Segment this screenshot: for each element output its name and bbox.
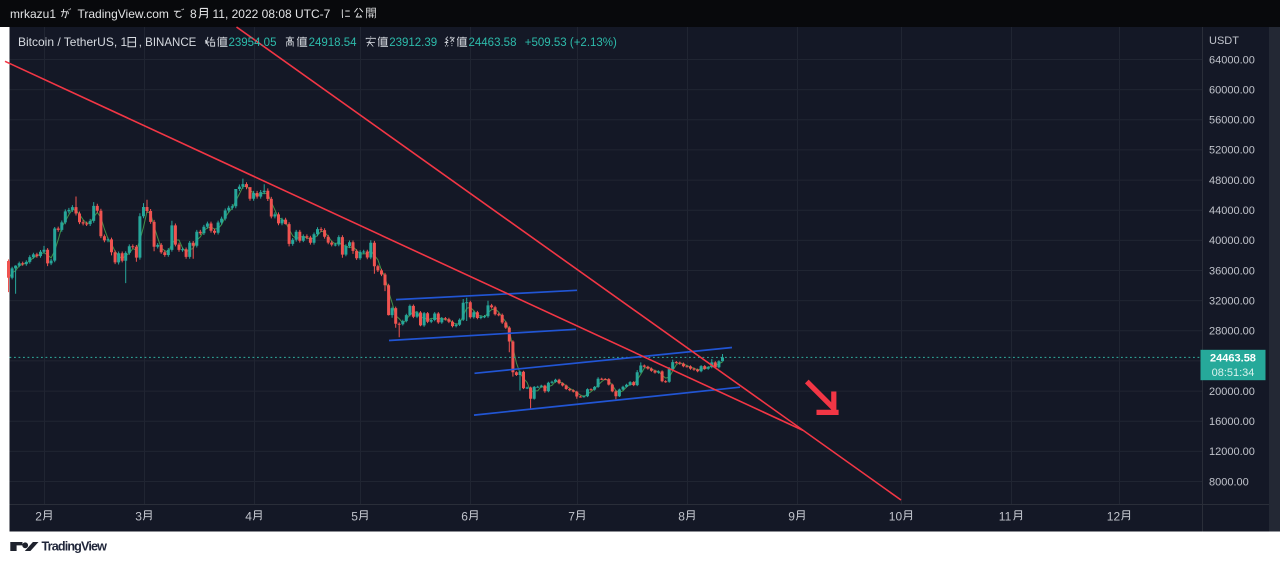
svg-text:8000.00: 8000.00: [1209, 476, 1249, 488]
svg-text:32000.00: 32000.00: [1209, 295, 1255, 307]
svg-text:9: 9: [788, 510, 795, 524]
svg-text:08:51:34: 08:51:34: [1212, 367, 1255, 379]
svg-text:8: 8: [190, 7, 197, 21]
svg-text:10: 10: [889, 510, 903, 524]
svg-text:11: 11: [999, 510, 1012, 524]
svg-text:64000.00: 64000.00: [1209, 54, 1255, 66]
svg-text:mrkazu1: mrkazu1: [10, 7, 56, 21]
svg-text:24463.58: 24463.58: [469, 37, 517, 49]
svg-text:3: 3: [135, 510, 142, 524]
svg-text:56000.00: 56000.00: [1209, 115, 1255, 127]
svg-text:4: 4: [245, 510, 252, 524]
svg-text:24463.58: 24463.58: [1210, 353, 1256, 365]
svg-text:, BINANCE: , BINANCE: [139, 37, 197, 49]
svg-text:6: 6: [461, 510, 468, 524]
svg-text:TradingView.com: TradingView.com: [78, 7, 169, 21]
svg-text:28000.00: 28000.00: [1209, 326, 1255, 338]
svg-text:5: 5: [351, 510, 358, 524]
svg-text:12: 12: [1107, 510, 1121, 524]
svg-text:+509.53 (+2.13%): +509.53 (+2.13%): [525, 37, 617, 49]
svg-text:8: 8: [678, 510, 685, 524]
svg-text:20000.00: 20000.00: [1209, 386, 1255, 398]
svg-text:16000.00: 16000.00: [1209, 416, 1255, 428]
svg-text:7: 7: [568, 510, 575, 524]
svg-text:23912.39: 23912.39: [389, 37, 437, 49]
svg-text:USDT: USDT: [1209, 35, 1239, 47]
svg-text:44000.00: 44000.00: [1209, 205, 1255, 217]
svg-text:11, 2022 08:08 UTC-7: 11, 2022 08:08 UTC-7: [213, 7, 331, 21]
svg-text:52000.00: 52000.00: [1209, 145, 1255, 157]
svg-text:24918.54: 24918.54: [309, 37, 358, 49]
svg-text:48000.00: 48000.00: [1209, 175, 1255, 187]
svg-text:Bitcoin / TetherUS, 1: Bitcoin / TetherUS, 1: [18, 35, 127, 49]
svg-text:2: 2: [35, 510, 42, 524]
svg-text:40000.00: 40000.00: [1209, 235, 1255, 247]
svg-text:23954.05: 23954.05: [229, 37, 277, 49]
svg-text:60000.00: 60000.00: [1209, 84, 1255, 96]
svg-text:12000.00: 12000.00: [1209, 446, 1255, 458]
svg-text:36000.00: 36000.00: [1209, 265, 1255, 277]
svg-text:TradingView: TradingView: [42, 540, 108, 554]
